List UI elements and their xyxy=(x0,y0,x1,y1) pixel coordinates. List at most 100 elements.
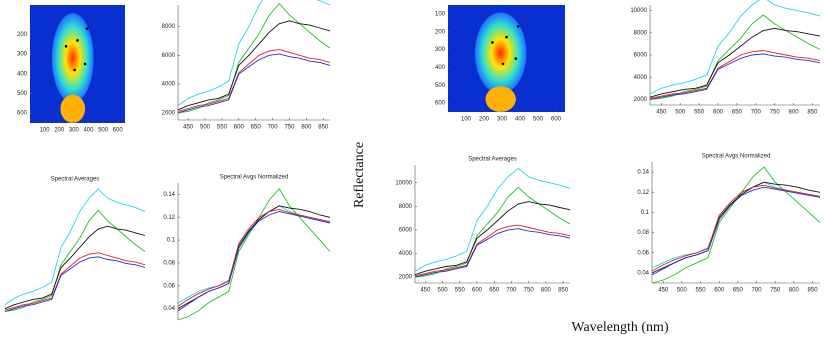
x-tick-label: 750 xyxy=(524,288,535,294)
series-line xyxy=(651,166,821,284)
x-tick-label: 200 xyxy=(479,117,490,123)
y-tick-label: 400 xyxy=(435,65,446,71)
y-tick-label: 100 xyxy=(435,11,446,17)
y-tick-label: 600 xyxy=(17,111,28,117)
x-tick-label: 100 xyxy=(461,117,472,123)
x-tick-label: 600 xyxy=(714,288,725,294)
y-tick-label: 4000 xyxy=(399,251,413,257)
series-line xyxy=(4,225,146,310)
face xyxy=(51,13,94,103)
y-tick-label: 2000 xyxy=(162,110,176,116)
x-tick-label: 700 xyxy=(751,110,762,116)
y-tick-label: 500 xyxy=(17,91,28,97)
y-tick-label: 0.06 xyxy=(163,283,175,289)
neck xyxy=(60,94,86,123)
y-tick-label: 0.04 xyxy=(637,270,649,276)
x-tick-label: 500 xyxy=(98,128,109,134)
x-tick-label: 600 xyxy=(234,125,245,131)
y-tick-label: 0.12 xyxy=(163,215,175,221)
x-tick-label: 600 xyxy=(713,110,724,116)
y-tick-label: 300 xyxy=(17,52,28,58)
y-tick-label: 300 xyxy=(435,47,446,53)
series-line xyxy=(177,53,331,114)
x-tick-label: 100 xyxy=(40,128,51,134)
series-line xyxy=(414,186,571,278)
y-tick-label: 200 xyxy=(17,32,28,38)
y-tick-label: 0.12 xyxy=(637,190,649,196)
y-tick-label: 0.04 xyxy=(163,306,175,312)
x-tick-label: 550 xyxy=(217,125,228,131)
x-tick-label: 600 xyxy=(551,117,562,123)
y-tick-label: 4000 xyxy=(162,82,176,88)
series-line xyxy=(649,27,821,98)
x-tick-label: 200 xyxy=(54,128,65,134)
marker-dot xyxy=(85,27,89,30)
x-tick-label: 500 xyxy=(200,125,211,131)
y-tick-label: 8000 xyxy=(399,204,413,210)
series-line xyxy=(177,49,331,112)
series-line xyxy=(414,224,571,277)
series-line xyxy=(4,209,146,312)
x-tick-label: 850 xyxy=(808,288,819,294)
series-line xyxy=(649,50,821,99)
y-tick-label: 8000 xyxy=(634,30,648,36)
y-tick-label: 200 xyxy=(435,29,446,35)
chart-title: Spectral Avgs Normalized xyxy=(702,154,771,160)
x-tick-label: 450 xyxy=(183,125,194,131)
x-tick-label: 750 xyxy=(770,110,781,116)
panel: Spectral Avgs Normalized 450 500 550 600 650 7… xyxy=(637,154,821,294)
series-line xyxy=(177,211,331,312)
y-tick-label: 600 xyxy=(435,101,446,107)
chart-title: Spectral Averages xyxy=(51,177,100,183)
x-tick-label: 400 xyxy=(83,128,94,134)
series-line xyxy=(177,205,331,309)
y-tick-label: 2000 xyxy=(399,275,413,281)
marker-dot xyxy=(514,57,518,60)
x-tick-label: 450 xyxy=(656,110,667,116)
y-tick-label: 6000 xyxy=(399,227,413,233)
series-line xyxy=(177,20,331,111)
y-tick-label: 6000 xyxy=(634,53,648,59)
series-line xyxy=(4,252,146,311)
x-tick-label: 500 xyxy=(677,288,688,294)
y-tick-label: 10000 xyxy=(395,180,412,186)
series-line xyxy=(651,186,821,276)
x-tick-label: 800 xyxy=(789,288,800,294)
y-tick-label: 400 xyxy=(17,71,28,77)
y-tick-label: 0.14 xyxy=(163,192,175,198)
series-line xyxy=(177,208,331,307)
marker-dot xyxy=(491,41,494,44)
x-tick-label: 550 xyxy=(696,288,707,294)
x-tick-label: 700 xyxy=(506,288,517,294)
series-line xyxy=(177,205,331,304)
y-axis-label: Reflectance xyxy=(352,142,367,208)
x-tick-label: 700 xyxy=(268,125,279,131)
y-tick-label: 10000 xyxy=(630,8,647,14)
chart-title: Spectral Averages xyxy=(468,157,517,163)
panel: Spectral Avgs Normalized 0.04 0.06 0.08 0.1 0… xyxy=(163,175,331,321)
series-line xyxy=(177,0,331,106)
x-tick-label: 650 xyxy=(732,110,743,116)
series-line xyxy=(651,184,821,272)
y-tick-label: 8000 xyxy=(162,24,176,30)
y-tick-label: 4000 xyxy=(634,75,648,81)
series-line xyxy=(651,181,821,269)
series-line xyxy=(4,256,146,312)
x-tick-label: 400 xyxy=(515,117,526,123)
y-tick-label: 0.1 xyxy=(641,210,650,216)
x-tick-label: 850 xyxy=(318,125,329,131)
series-line xyxy=(414,201,571,276)
x-tick-label: 500 xyxy=(533,117,544,123)
x-axis-label: Wavelength (nm) xyxy=(571,320,669,335)
neck xyxy=(485,86,516,113)
x-tick-label: 550 xyxy=(455,288,466,294)
x-tick-label: 550 xyxy=(694,110,705,116)
x-tick-label: 650 xyxy=(733,288,744,294)
panel: Spectral Averages 450 500 550 600 650 700 750 80… xyxy=(395,157,571,294)
chart-title: Spectral Avgs Normalized xyxy=(220,175,289,181)
x-tick-label: 850 xyxy=(558,288,569,294)
x-tick-label: 450 xyxy=(658,288,669,294)
y-tick-label: 0.08 xyxy=(637,230,649,236)
